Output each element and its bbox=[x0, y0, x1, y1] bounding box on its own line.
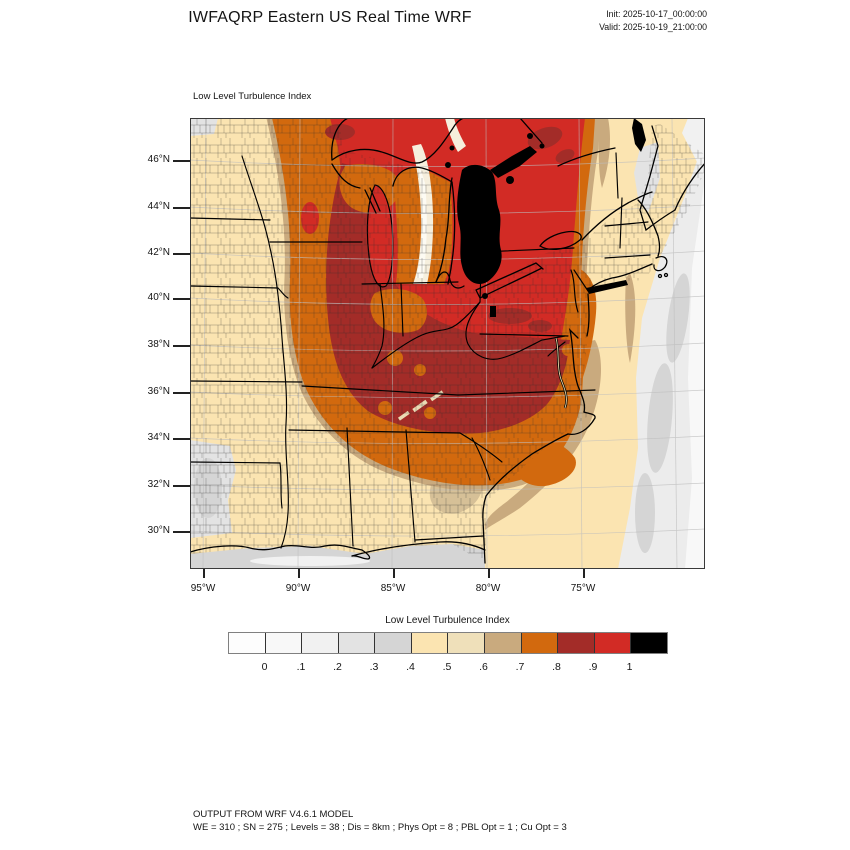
map-canvas bbox=[190, 118, 705, 569]
lon-tick-mark bbox=[393, 569, 395, 578]
colorbar-cell bbox=[265, 633, 303, 653]
field-black-max bbox=[445, 118, 646, 317]
init-timestamp: Init: 2025-10-17_00:00:00 bbox=[606, 9, 707, 19]
colorbar-tick-label: .7 bbox=[515, 661, 525, 673]
state-borders bbox=[190, 152, 651, 549]
lon-tick-label: 85°W bbox=[380, 583, 406, 594]
coastline-and-lakes bbox=[190, 118, 705, 564]
page-title: IWFAQRP Eastern US Real Time WRF bbox=[188, 9, 472, 26]
chesapeake-bay bbox=[554, 337, 568, 409]
colorbar-tick-label: 0 bbox=[261, 661, 268, 673]
colorbar bbox=[228, 632, 668, 654]
colorbar-tick-label: .3 bbox=[369, 661, 379, 673]
colorbar-tick-label: 1 bbox=[626, 661, 633, 673]
lat-tick-label: 38°N bbox=[147, 339, 170, 350]
footer-line-1: OUTPUT FROM WRF V4.6.1 MODEL bbox=[193, 809, 354, 820]
colorbar-tick-label: .1 bbox=[296, 661, 306, 673]
colorbar-tick-label: .6 bbox=[479, 661, 488, 673]
lon-tick-mark bbox=[488, 569, 490, 578]
lat-tick-mark bbox=[173, 485, 190, 487]
map-frame bbox=[190, 118, 705, 569]
lat-tick-label: 30°N bbox=[147, 525, 170, 536]
colorbar-tick-label: .4 bbox=[406, 661, 415, 673]
lon-tick-label: 75°W bbox=[570, 583, 596, 594]
lat-tick-mark bbox=[173, 392, 190, 394]
valid-timestamp: Valid: 2025-10-19_21:00:00 bbox=[599, 21, 707, 32]
lon-tick-mark bbox=[583, 569, 585, 578]
colorbar-cell bbox=[485, 633, 522, 653]
lat-tick-label: 32°N bbox=[147, 479, 170, 490]
lon-tick-label: 90°W bbox=[285, 583, 311, 594]
model-timestamps: Init: 2025-10-17_00:00:00 Valid: 2025-10… bbox=[599, 8, 707, 33]
lon-tick-label: 80°W bbox=[475, 583, 501, 594]
colorbar-cell bbox=[631, 633, 667, 653]
colorbar-tick-label: .2 bbox=[333, 661, 342, 673]
lat-tick-label: 36°N bbox=[147, 386, 170, 397]
lon-tick-mark bbox=[298, 569, 300, 578]
lon-tick-mark bbox=[203, 569, 205, 578]
colorbar-tick-label: .8 bbox=[552, 661, 561, 673]
colorbar-cell bbox=[448, 633, 486, 653]
lat-tick-mark bbox=[173, 531, 190, 533]
lat-tick-label: 42°N bbox=[147, 247, 170, 258]
footer-line-2: WE = 310 ; SN = 275 ; Levels = 38 ; Dis … bbox=[193, 822, 567, 833]
lat-tick-mark bbox=[173, 160, 190, 162]
colorbar-cell bbox=[375, 633, 412, 653]
lat-tick-label: 40°N bbox=[147, 292, 170, 303]
colorbar-cell bbox=[411, 633, 449, 653]
lat-tick-mark bbox=[173, 345, 190, 347]
turbulence-map bbox=[190, 118, 705, 569]
colorbar-tick-label: .9 bbox=[588, 661, 598, 673]
lon-tick-label: 95°W bbox=[190, 583, 216, 594]
lat-tick-mark bbox=[173, 438, 190, 440]
map-panel-label: Low Level Turbulence Index bbox=[193, 91, 312, 102]
lat-tick-label: 44°N bbox=[147, 201, 170, 212]
colorbar-cell bbox=[338, 633, 376, 653]
lat-tick-mark bbox=[173, 207, 190, 209]
colorbar-cell bbox=[558, 633, 595, 653]
colorbar-title: Low Level Turbulence Index bbox=[385, 615, 510, 626]
lat-tick-label: 34°N bbox=[147, 432, 170, 443]
lat-tick-label: 46°N bbox=[147, 154, 170, 165]
colorbar-tick-label: .5 bbox=[442, 661, 452, 673]
lat-tick-mark bbox=[173, 298, 190, 300]
lat-tick-mark bbox=[173, 253, 190, 255]
colorbar-cell bbox=[302, 633, 339, 653]
colorbar-cell bbox=[521, 633, 559, 653]
colorbar-cell bbox=[229, 633, 266, 653]
colorbar-cell bbox=[594, 633, 632, 653]
